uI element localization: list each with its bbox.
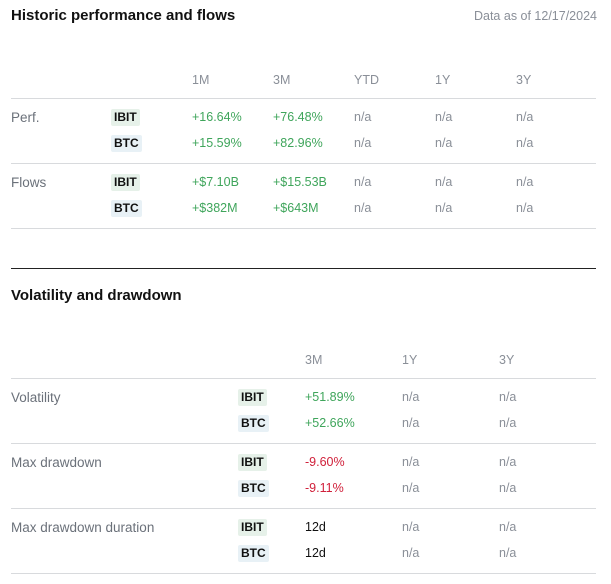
divider: [11, 573, 596, 574]
value-cell: +15.59%: [192, 136, 242, 150]
ticker-tag-ibit: IBIT: [238, 454, 267, 471]
value-cell: +82.96%: [273, 136, 323, 150]
value-cell: -9.60%: [305, 455, 345, 469]
value-cell: +51.89%: [305, 390, 355, 404]
value-cell: n/a: [402, 546, 420, 560]
col-header-1y: 1Y: [435, 73, 451, 87]
divider: [11, 228, 596, 229]
value-cell: +$382M: [192, 201, 238, 215]
value-cell: n/a: [435, 201, 453, 215]
value-cell: n/a: [354, 201, 372, 215]
col-header-1y: 1Y: [402, 353, 418, 367]
value-cell: +16.64%: [192, 110, 242, 124]
ticker-tag-ibit: IBIT: [111, 174, 140, 191]
value-cell: +$7.10B: [192, 175, 239, 189]
row-label-max-drawdown: Max drawdown: [11, 455, 102, 470]
ticker-tag-ibit: IBIT: [238, 389, 267, 406]
value-cell: n/a: [499, 546, 517, 560]
col-header-3m: 3M: [305, 353, 323, 367]
ticker-tag-btc: BTC: [238, 480, 269, 497]
value-cell: n/a: [435, 175, 453, 189]
col-header-ytd: YTD: [354, 73, 379, 87]
ticker-tag-btc: BTC: [111, 135, 142, 152]
ticker-tag-btc: BTC: [238, 415, 269, 432]
value-cell: n/a: [516, 201, 534, 215]
value-cell: n/a: [499, 390, 517, 404]
value-cell: n/a: [402, 416, 420, 430]
col-header-3m: 3M: [273, 73, 291, 87]
value-cell: n/a: [402, 390, 420, 404]
divider: [11, 163, 596, 164]
value-cell: n/a: [516, 175, 534, 189]
value-cell: n/a: [402, 455, 420, 469]
value-cell: n/a: [354, 110, 372, 124]
row-label-max-drawdown-duration: Max drawdown duration: [11, 520, 155, 535]
row-label-volatility: Volatility: [11, 390, 61, 405]
value-cell: n/a: [435, 136, 453, 150]
value-cell: n/a: [354, 175, 372, 189]
ticker-tag-btc: BTC: [238, 545, 269, 562]
value-cell: 12d: [305, 520, 326, 534]
ticker-tag-btc: BTC: [111, 200, 142, 217]
value-cell: +76.48%: [273, 110, 323, 124]
value-cell: 12d: [305, 546, 326, 560]
col-header-3y: 3Y: [516, 73, 532, 87]
ticker-tag-ibit: IBIT: [238, 519, 267, 536]
divider: [11, 378, 596, 379]
value-cell: n/a: [402, 481, 420, 495]
value-cell: n/a: [499, 416, 517, 430]
divider: [11, 98, 596, 99]
data-as-of-label: Data as of 12/17/2024: [473, 9, 597, 23]
divider: [11, 443, 596, 444]
value-cell: +$643M: [273, 201, 319, 215]
value-cell: +52.66%: [305, 416, 355, 430]
row-label-flows: Flows: [11, 175, 47, 190]
ticker-tag-ibit: IBIT: [111, 109, 140, 126]
section-divider: [11, 268, 596, 269]
value-cell: n/a: [435, 110, 453, 124]
value-cell: n/a: [354, 136, 372, 150]
col-header-3y: 3Y: [499, 353, 515, 367]
value-cell: n/a: [499, 520, 517, 534]
section-title-historic: Historic performance and flows: [11, 7, 236, 24]
row-label-perf: Perf.: [11, 110, 40, 125]
value-cell: n/a: [402, 520, 420, 534]
col-header-1m: 1M: [192, 73, 210, 87]
value-cell: n/a: [499, 455, 517, 469]
value-cell: n/a: [499, 481, 517, 495]
value-cell: n/a: [516, 136, 534, 150]
value-cell: +$15.53B: [273, 175, 327, 189]
section-title-volatility: Volatility and drawdown: [11, 287, 182, 304]
value-cell: -9.11%: [305, 481, 344, 495]
value-cell: n/a: [516, 110, 534, 124]
divider: [11, 508, 596, 509]
